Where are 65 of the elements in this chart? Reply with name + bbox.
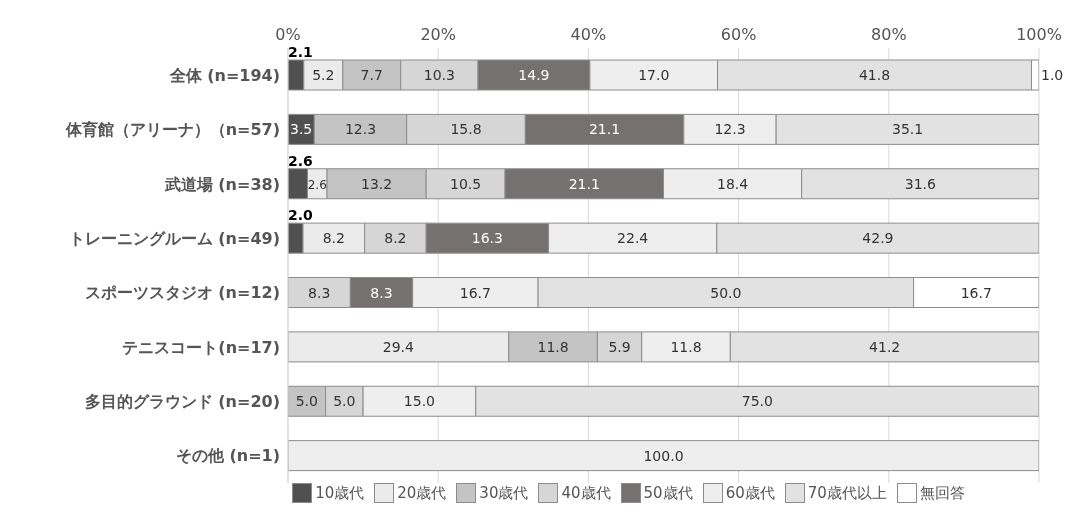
legend-label: 30歳代	[478, 483, 529, 503]
x-tick-label: 80%	[871, 25, 907, 44]
data-label: 12.3	[714, 121, 746, 138]
data-label: 2.6	[288, 152, 313, 169]
data-label: 11.8	[670, 338, 702, 355]
data-label: 5.2	[312, 67, 335, 83]
data-label: 8.2	[322, 230, 345, 247]
data-label: 41.8	[858, 67, 891, 83]
data-label: 8.3	[308, 284, 331, 301]
data-label: 14.9	[518, 67, 550, 83]
data-label: 50.0	[710, 284, 742, 301]
data-label: 17.0	[638, 67, 670, 83]
data-label: 1.0	[1041, 67, 1064, 83]
data-label: 21.1	[568, 175, 600, 192]
legend-label: 40歳代	[560, 483, 611, 503]
data-label: 11.8	[537, 338, 569, 355]
legend-label: 10歳代	[314, 483, 365, 503]
legend-label: 50歳代	[642, 483, 693, 503]
data-label: 16.3	[471, 230, 503, 247]
y-tick-label: 全体 (n=194)	[168, 65, 280, 85]
data-label: 16.7	[960, 284, 992, 301]
y-tick-label: トレーニングルーム (n=49)	[68, 228, 280, 248]
data-label: 2.0	[288, 207, 314, 224]
data-label: 31.6	[904, 175, 937, 192]
data-label: 18.4	[717, 175, 749, 192]
data-label: 15.0	[403, 393, 436, 410]
x-tick-label: 100%	[1016, 25, 1062, 44]
data-label: 35.1	[891, 121, 924, 138]
legend-label: 無回答	[918, 483, 965, 503]
data-label: 3.5	[290, 121, 313, 138]
y-tick-label: スポーツスタジオ (n=12)	[84, 283, 280, 303]
data-label: 16.7	[459, 284, 491, 301]
legend-label: 20歳代	[396, 483, 447, 503]
data-label: 12.3	[344, 121, 377, 138]
y-tick-label: その他 (n=1)	[175, 446, 280, 466]
data-label: 8.2	[384, 230, 407, 247]
data-label: 5.0	[333, 393, 356, 410]
data-label: 100.0	[643, 447, 684, 464]
data-label: 21.1	[588, 121, 621, 138]
y-tick-label: 多目的グラウンド (n=20)	[84, 392, 280, 412]
data-label: 29.4	[382, 338, 415, 355]
x-tick-label: 20%	[420, 25, 456, 44]
data-label: 15.8	[450, 121, 482, 138]
legend-label: 60歳代	[724, 483, 775, 503]
data-label: 10.5	[450, 175, 482, 192]
data-label: 22.4	[617, 230, 649, 247]
x-tick-label: 0%	[275, 25, 301, 44]
x-tick-label: 40%	[570, 25, 607, 44]
y-tick-label: テニスコート(n=17)	[122, 337, 280, 357]
legend-label: 70歳代以上	[806, 483, 887, 503]
data-label: 5.0	[295, 393, 318, 410]
data-label: 5.9	[608, 338, 631, 355]
data-label: 13.2	[361, 175, 393, 192]
y-tick-label: 武道場 (n=38)	[163, 174, 280, 194]
y-tick-label: 体育館（アリーナ）（n=57)	[64, 120, 280, 140]
data-label: 10.3	[423, 67, 455, 83]
data-label: 8.3	[370, 284, 393, 301]
data-label: 2.6	[307, 177, 327, 192]
data-label: 75.0	[741, 393, 773, 410]
data-label: 2.1	[288, 44, 313, 60]
data-label: 42.9	[862, 230, 894, 247]
data-label: 7.7	[360, 67, 383, 83]
data-label: 41.2	[869, 338, 901, 355]
x-tick-label: 60%	[720, 25, 757, 44]
bar	[288, 440, 1039, 472]
